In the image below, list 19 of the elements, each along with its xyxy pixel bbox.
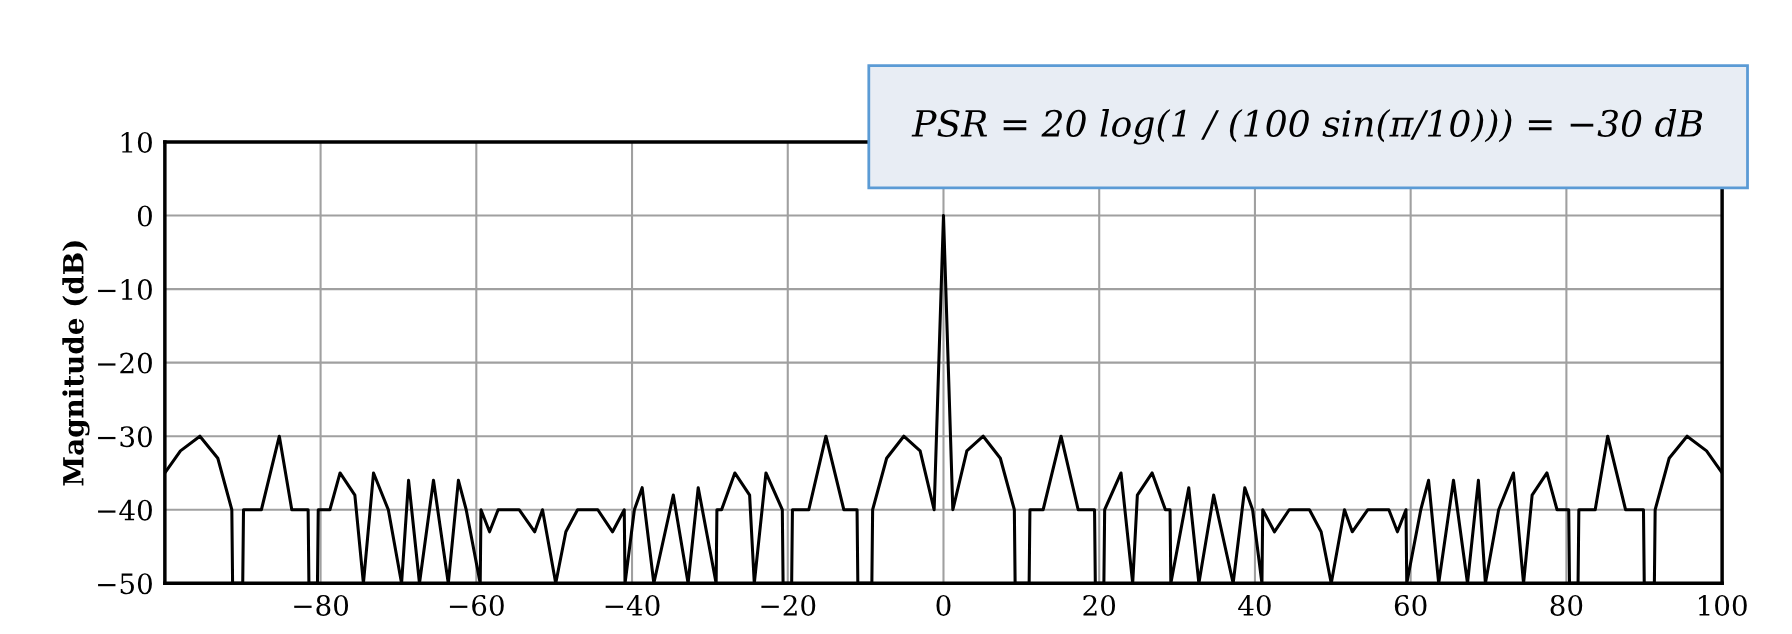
x-tick-label: 20 bbox=[1083, 594, 1116, 616]
x-tick-label: 60 bbox=[1394, 594, 1427, 616]
x-tick-label: 0 bbox=[936, 594, 951, 616]
annotation: PSR = 20 log(1 / (100 sin(π/10))) = −30 dB bbox=[911, 109, 1703, 145]
x-tick-label: −60 bbox=[449, 594, 504, 616]
x-tick-label: 40 bbox=[1238, 594, 1271, 616]
y-tick-label: −20 bbox=[98, 352, 152, 374]
y-axis-title: Magnitude (dB) bbox=[62, 241, 90, 486]
y-tick-label: −40 bbox=[98, 499, 152, 521]
x-tick-label: −80 bbox=[294, 594, 349, 616]
x-tick-label: 100 bbox=[1698, 594, 1747, 616]
x-tick-label: 80 bbox=[1550, 594, 1583, 616]
y-tick-label: −50 bbox=[98, 573, 152, 595]
x-tick-label: −20 bbox=[761, 594, 816, 616]
x-tick-label: −40 bbox=[605, 594, 660, 616]
y-tick-label: 10 bbox=[121, 131, 152, 153]
y-tick-label: 0 bbox=[137, 205, 152, 227]
y-tick-label: −30 bbox=[98, 426, 152, 448]
y-tick-label: −10 bbox=[98, 279, 152, 301]
